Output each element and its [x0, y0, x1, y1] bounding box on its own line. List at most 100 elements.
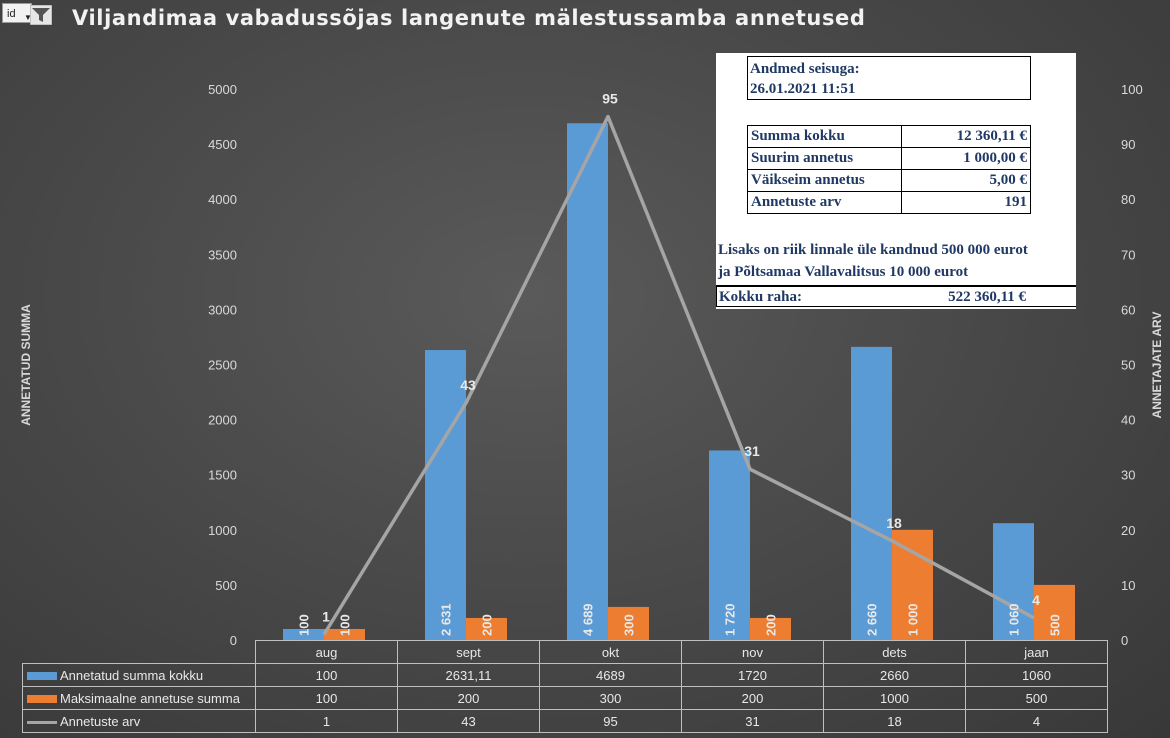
- y2-tick-label: 0: [1121, 633, 1128, 648]
- data-label-summa: 4 689: [581, 603, 596, 636]
- bar-aug-max: [324, 628, 365, 640]
- date-value: 26.01.2021 11:51: [750, 81, 856, 97]
- category-header: aug: [255, 640, 398, 664]
- chart-data-table: aug sept okt nov dets jaan Annetatud summa kok…: [22, 640, 1108, 733]
- line-point-label: 31: [744, 443, 760, 459]
- data-label-max: 100: [338, 614, 353, 636]
- data-table-row: Maksimaalne annetuse summa 100 200 300 200 10…: [22, 686, 1108, 710]
- data-label-max: 200: [764, 614, 779, 636]
- line-point-label: 1: [322, 608, 330, 624]
- stat-value: 5,00 €: [901, 169, 1031, 192]
- legend-label: Annetatud summa kokku: [60, 667, 204, 683]
- stat-value: 191: [901, 191, 1031, 214]
- data-table-cell: 1720: [681, 663, 824, 687]
- line-annetuste-arv: [322, 114, 1035, 636]
- stats-row: Väikseim annetus 5,00 €: [747, 169, 1031, 192]
- y-tick-label: 2000: [208, 413, 237, 428]
- bar-jaan-summa: [993, 523, 1034, 640]
- y-tick-label: 2500: [208, 358, 237, 373]
- data-table-row: Annetatud summa kokku 100 2631,11 4689 1720 2…: [22, 663, 1108, 687]
- y-tick-label: 3000: [208, 302, 237, 317]
- bar-okt-max: [608, 606, 649, 640]
- stats-row: Annetuste arv 191: [747, 191, 1031, 214]
- date-caption: Andmed seisuga:: [750, 61, 860, 77]
- data-label-max: 500: [1048, 614, 1063, 636]
- stat-label: Suurim annetus: [747, 147, 902, 170]
- bar-aug-summa: [283, 628, 324, 640]
- stat-value: 1 000,00 €: [901, 147, 1031, 170]
- category-header: nov: [681, 640, 824, 664]
- bar-dets-summa: [851, 346, 892, 640]
- bar-nov-max: [750, 617, 791, 640]
- data-label-summa: 1 720: [723, 603, 738, 636]
- y-tick-label: 4000: [208, 192, 237, 207]
- line-point-label: 43: [460, 377, 476, 393]
- chart-title: Viljandimaa vabadussõjas langenute mäles…: [72, 6, 866, 30]
- bar-jaan-max: [1034, 584, 1075, 640]
- category-header: jaan: [965, 640, 1108, 664]
- data-label-max: 200: [480, 614, 495, 636]
- bar-nov-summa: [709, 450, 750, 640]
- y2-tick-label: 90: [1121, 137, 1135, 152]
- data-table-cell: 500: [965, 686, 1108, 710]
- filter-dropdown[interactable]: id ▼: [2, 3, 52, 25]
- category-header: dets: [823, 640, 966, 664]
- stats-row: Summa kokku 12 360,11 €: [747, 125, 1031, 148]
- data-table-cell: 1000: [823, 686, 966, 710]
- data-table-cell: 300: [539, 686, 682, 710]
- data-table-cell: 200: [397, 686, 540, 710]
- data-table-cell: 100: [255, 686, 398, 710]
- data-table-cell: 4: [965, 709, 1108, 733]
- data-table-cell: 100: [255, 663, 398, 687]
- y2-tick-label: 60: [1121, 302, 1135, 317]
- data-table-cell: 95: [539, 709, 682, 733]
- data-table-cell: 1: [255, 709, 398, 733]
- y2-tick-label: 10: [1121, 578, 1135, 593]
- y2-tick-label: 70: [1121, 247, 1135, 262]
- additional-funds-note: Lisaks on riik linnale üle kandnud 500 0…: [718, 239, 1028, 283]
- data-table-cell: 43: [397, 709, 540, 733]
- bar-okt-summa: [567, 123, 608, 640]
- category-header: okt: [539, 640, 682, 664]
- filter-funnel-icon[interactable]: [30, 5, 52, 25]
- stats-table: Summa kokku 12 360,11 € Suurim annetus 1 00…: [747, 125, 1031, 214]
- stat-label: Väikseim annetus: [747, 169, 902, 192]
- data-label-max: 1 000: [906, 603, 921, 636]
- stat-label: Summa kokku: [747, 125, 902, 148]
- data-table-cell: 18: [823, 709, 966, 733]
- dropdown-arrow-icon[interactable]: ▼: [24, 13, 32, 22]
- line-point-label: 4: [1032, 592, 1040, 608]
- y2-tick-label: 40: [1121, 413, 1135, 428]
- y2-tick-label: 100: [1121, 82, 1143, 97]
- legend-label: Annetuste arv: [60, 713, 141, 729]
- data-date-box: Andmed seisuga: 26.01.2021 11:51: [747, 56, 1031, 100]
- stats-row: Suurim annetus 1 000,00 €: [747, 147, 1031, 170]
- stat-value: 12 360,11 €: [901, 125, 1031, 148]
- data-label-summa: 2 660: [865, 603, 880, 636]
- total-value: 522 360,11 €: [948, 289, 1026, 305]
- y2-tick-label: 30: [1121, 468, 1135, 483]
- y-tick-label: 1500: [208, 468, 237, 483]
- data-table-cell: 4689: [539, 663, 682, 687]
- data-label-summa: 100: [297, 614, 312, 636]
- stat-label: Annetuste arv: [747, 191, 902, 214]
- y-tick-label: 500: [215, 578, 237, 593]
- y-tick-label: 1000: [208, 523, 237, 538]
- legend-entry: Annetuste arv: [22, 709, 256, 733]
- total-label: Kokku raha:: [719, 289, 802, 305]
- legend-label: Maksimaalne annetuse summa: [60, 690, 240, 706]
- y2-tick-label: 50: [1121, 358, 1135, 373]
- y2-tick-label: 20: [1121, 523, 1135, 538]
- data-table-corner: [22, 640, 256, 664]
- data-label-max: 300: [622, 614, 637, 636]
- data-table-cell: 2631,11: [397, 663, 540, 687]
- data-table-cell: 31: [681, 709, 824, 733]
- data-table-cell: 200: [681, 686, 824, 710]
- summary-panel: Andmed seisuga: 26.01.2021 11:51 Summa k…: [716, 53, 1076, 309]
- line-point-label: 18: [886, 515, 902, 531]
- y-tick-label: 3500: [208, 247, 237, 262]
- legend-swatch: [27, 695, 57, 704]
- data-table-cell: 2660: [823, 663, 966, 687]
- data-table-header: aug sept okt nov dets jaan: [22, 640, 1108, 664]
- data-table-cell: 1060: [965, 663, 1108, 687]
